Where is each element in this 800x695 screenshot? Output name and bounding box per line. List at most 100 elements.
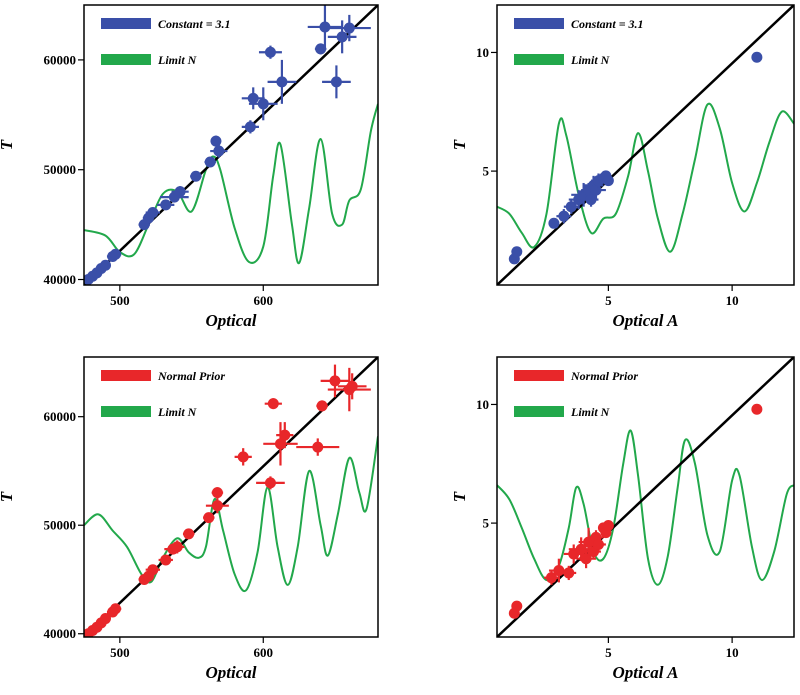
data-point <box>563 199 579 214</box>
data-marker <box>110 603 122 615</box>
legend-label: Normal Prior <box>157 369 225 383</box>
data-marker <box>257 98 269 110</box>
data-point <box>160 191 189 203</box>
data-marker <box>751 403 763 415</box>
data-point <box>234 448 252 466</box>
x-tick-label: 10 <box>726 293 739 308</box>
x-tick-label: 10 <box>726 645 739 660</box>
y-axis-title: T <box>450 491 469 502</box>
data-point <box>548 217 560 229</box>
data-point <box>327 20 357 54</box>
data-point <box>241 87 265 110</box>
data-marker <box>171 541 183 553</box>
data-marker <box>100 259 112 271</box>
data-point <box>751 403 763 415</box>
data-marker <box>602 175 614 187</box>
data-point <box>241 120 259 134</box>
data-point <box>511 246 523 258</box>
data-point <box>602 175 614 187</box>
y-tick-label: 60000 <box>44 409 77 424</box>
data-marker <box>585 194 597 206</box>
data-point <box>544 570 559 585</box>
data-marker <box>210 135 222 147</box>
panel-top-right: 5 10 5 10 Optical A T Constant = 3.1 Limit N <box>450 4 795 330</box>
data-marker <box>330 76 342 88</box>
y-tick-label: 5 <box>483 516 490 531</box>
x-axis-title: Optical A <box>613 311 679 330</box>
data-marker <box>336 31 348 43</box>
data-point <box>591 537 606 552</box>
data-point <box>264 398 282 410</box>
y-axis-title: T <box>0 139 16 150</box>
axes-frame <box>496 4 795 286</box>
data-point <box>602 519 614 531</box>
axes-frame <box>83 356 379 638</box>
data-marker <box>190 170 202 182</box>
data-point <box>182 528 195 540</box>
data-marker <box>511 600 523 612</box>
data-marker <box>590 184 602 196</box>
data-marker <box>237 451 249 463</box>
data-point <box>751 51 763 63</box>
data-marker <box>329 375 341 387</box>
axes-frame <box>83 4 379 286</box>
data-marker <box>545 572 557 584</box>
y-tick-label: 50000 <box>44 518 77 533</box>
data-marker <box>211 487 223 499</box>
y-axis-title: T <box>0 491 16 502</box>
data-marker <box>160 199 172 211</box>
data-marker <box>174 186 186 198</box>
data-marker <box>247 92 259 104</box>
data-marker <box>276 76 288 88</box>
legend-swatch <box>514 18 564 29</box>
legend-swatch <box>101 370 151 381</box>
data-point <box>276 422 294 449</box>
data-point <box>337 373 367 400</box>
legend-item: Limit N <box>514 53 611 67</box>
data-marker <box>565 201 577 213</box>
data-point <box>211 487 224 499</box>
data-point <box>210 144 228 158</box>
limit-n-curve <box>84 436 378 593</box>
one-to-one-line <box>84 5 378 285</box>
data-marker <box>244 121 256 133</box>
data-marker <box>204 156 216 168</box>
data-point <box>158 554 173 566</box>
legend-label: Constant = 3.1 <box>158 17 231 31</box>
y-tick-label: 10 <box>476 397 489 412</box>
x-tick-label: 600 <box>254 645 274 660</box>
data-point <box>204 156 216 168</box>
x-tick-label: 5 <box>605 645 612 660</box>
limit-n-curve <box>84 103 378 265</box>
data-marker <box>213 145 225 157</box>
data-marker <box>160 554 172 566</box>
y-tick-label: 40000 <box>44 272 77 287</box>
data-marker <box>315 43 327 55</box>
data-marker <box>264 46 276 58</box>
data-point <box>100 613 112 625</box>
legend-item: Normal Prior <box>514 369 638 383</box>
data-marker <box>316 400 328 412</box>
panel-top-left: 500 600 40000 50000 60000 Optical T Constant = … <box>0 4 379 330</box>
data-point <box>267 59 297 104</box>
data-point <box>109 248 122 260</box>
data-point <box>296 438 340 456</box>
limit-n-curve <box>497 429 794 586</box>
x-axis-title: Optical <box>206 311 257 330</box>
data-point <box>170 540 185 554</box>
data-point <box>145 564 161 576</box>
data-marker <box>511 246 523 258</box>
panel-bottom-left: 500 600 40000 50000 60000 Optical T Normal Prio… <box>0 356 379 682</box>
data-marker <box>279 429 291 441</box>
legend-item: Limit N <box>101 53 198 67</box>
x-tick-label: 500 <box>110 293 130 308</box>
data-point <box>556 209 572 224</box>
plot-area <box>497 357 794 637</box>
legend-swatch <box>514 370 564 381</box>
y-tick-label: 5 <box>483 164 490 179</box>
data-point <box>316 400 328 412</box>
panel-bottom-right: 5 10 5 10 Optical A T Normal Prior Limit N <box>450 356 795 682</box>
data-point <box>145 207 161 219</box>
legend-item: Constant = 3.1 <box>101 17 231 31</box>
data-point <box>327 14 371 42</box>
